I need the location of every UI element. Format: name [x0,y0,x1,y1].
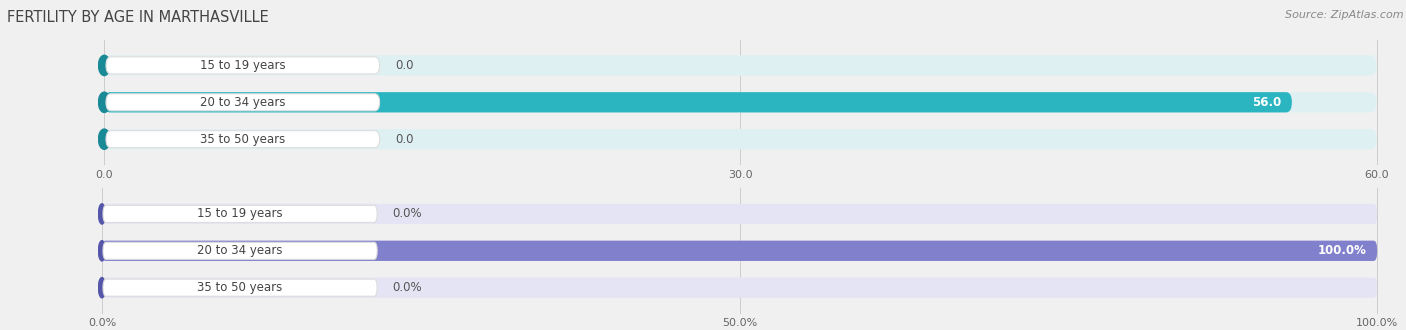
Text: 0.0: 0.0 [395,133,413,146]
Text: 0.0%: 0.0% [392,208,422,220]
FancyBboxPatch shape [101,278,1378,298]
Circle shape [98,241,105,261]
Text: 0.0%: 0.0% [392,281,422,294]
FancyBboxPatch shape [101,241,1378,261]
FancyBboxPatch shape [101,204,1378,224]
FancyBboxPatch shape [104,129,1376,149]
Text: 15 to 19 years: 15 to 19 years [200,59,285,72]
Text: 35 to 50 years: 35 to 50 years [197,281,283,294]
FancyBboxPatch shape [105,57,380,74]
FancyBboxPatch shape [101,241,1378,261]
FancyBboxPatch shape [103,205,377,222]
FancyBboxPatch shape [105,94,380,111]
Text: 20 to 34 years: 20 to 34 years [197,244,283,257]
Text: 100.0%: 100.0% [1317,244,1367,257]
FancyBboxPatch shape [104,55,1376,76]
Text: Source: ZipAtlas.com: Source: ZipAtlas.com [1285,10,1403,20]
Circle shape [98,204,105,224]
Text: 0.0: 0.0 [395,59,413,72]
FancyBboxPatch shape [103,279,377,296]
Text: 15 to 19 years: 15 to 19 years [197,208,283,220]
Circle shape [98,129,110,149]
Text: FERTILITY BY AGE IN MARTHASVILLE: FERTILITY BY AGE IN MARTHASVILLE [7,10,269,25]
Text: 20 to 34 years: 20 to 34 years [200,96,285,109]
FancyBboxPatch shape [104,92,1292,113]
Circle shape [98,55,110,76]
FancyBboxPatch shape [104,92,1376,113]
FancyBboxPatch shape [103,242,377,259]
FancyBboxPatch shape [105,131,380,148]
Circle shape [98,278,105,298]
Text: 56.0: 56.0 [1253,96,1282,109]
Text: 35 to 50 years: 35 to 50 years [200,133,285,146]
Circle shape [98,92,110,113]
